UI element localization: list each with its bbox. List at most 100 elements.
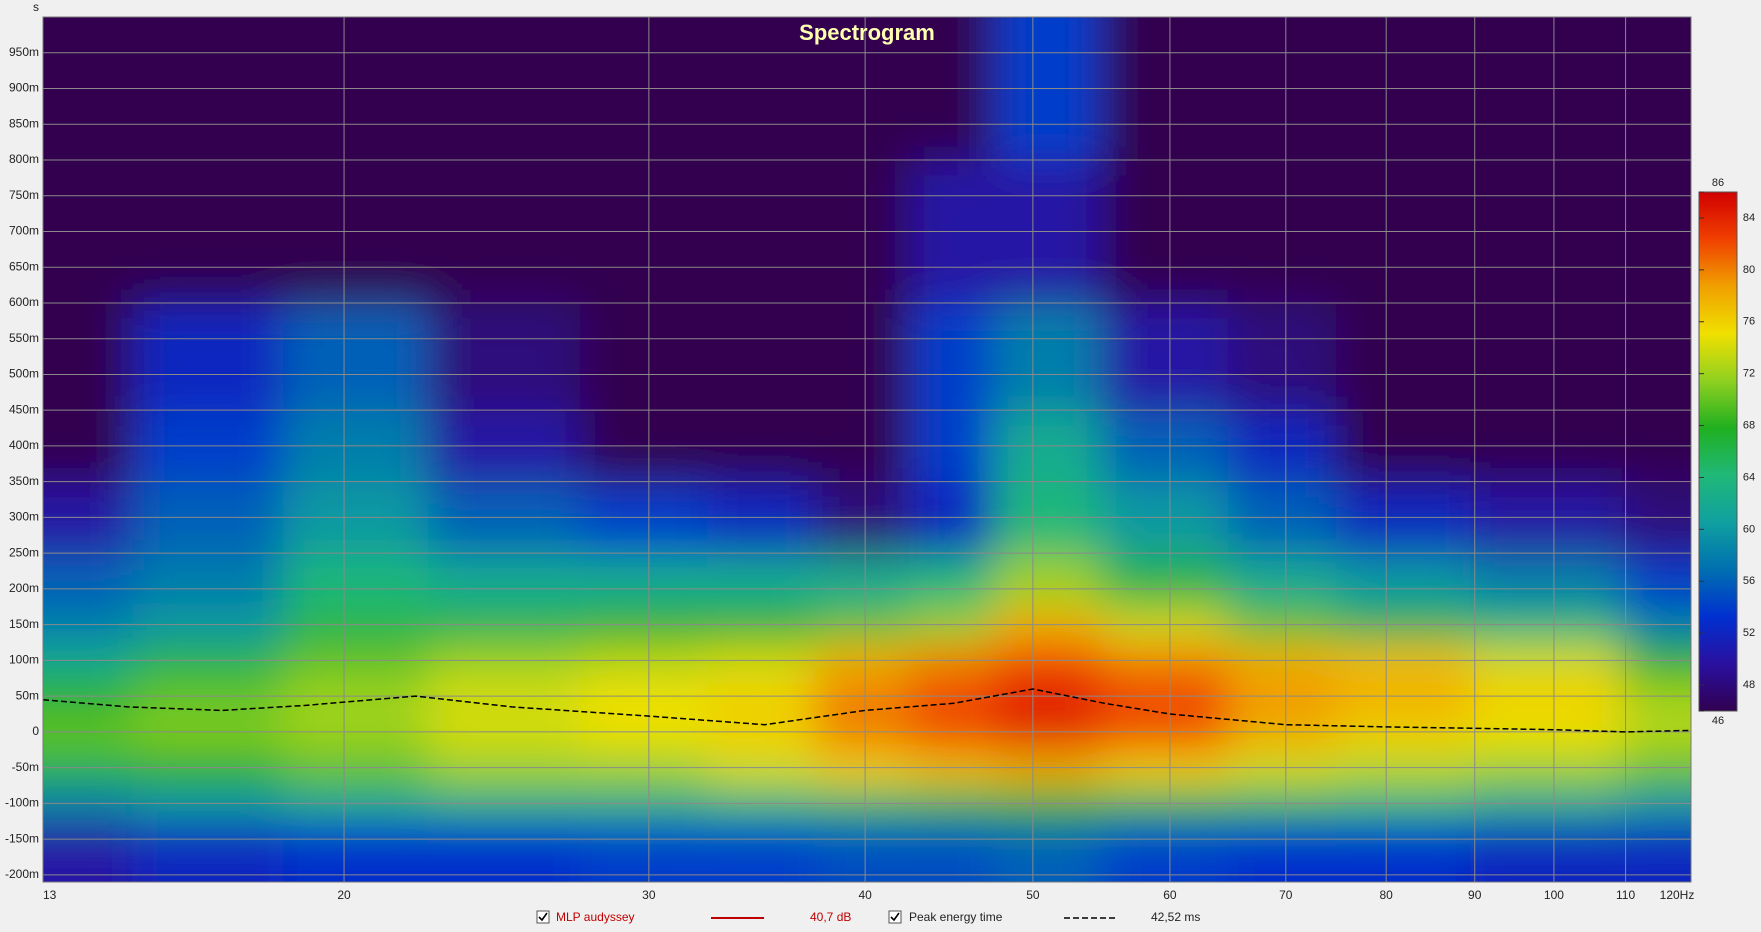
heat-cell [580,821,708,882]
checkbox[interactable] [888,910,902,924]
x-tick-label: 110 [1616,888,1635,902]
heat-cell [1336,302,1472,412]
colorbar-tick-label: 84 [1743,212,1755,224]
x-tick-label: 50 [1026,888,1040,902]
x-tick-label: 90 [1468,888,1482,902]
x-tick-label: 20 [337,888,351,902]
heat-cell [282,821,429,882]
heat-cell [1470,553,1624,608]
y-tick-label: 950m [9,45,39,59]
heat-cell [132,553,284,608]
y-tick-label: 500m [9,367,39,381]
x-tick-label: 70 [1279,888,1293,902]
checkbox[interactable] [536,910,550,924]
colorbar-tick-label: 68 [1743,419,1755,431]
y-tick-label: -150m [5,831,39,845]
y-tick-label: 200m [9,581,39,595]
heat-cell [1470,302,1624,412]
legend-value: 40,7 dB [810,910,851,924]
heat-cell [1227,553,1338,608]
heat-cell [1622,553,1691,608]
heat-cell [43,302,134,412]
y-tick-label: 750m [9,188,39,202]
heat-cell [1622,821,1691,882]
heat-cell [1101,553,1229,608]
heat-cell [1470,17,1624,161]
heat-cell [282,302,429,412]
heat-cell [993,17,1103,161]
y-tick-label: 100m [9,653,39,667]
heat-cell [1336,553,1472,608]
y-tick-label: 450m [9,402,39,416]
y-tick-label: 300m [9,510,39,524]
y-axis-label: s [33,0,39,14]
colorbar-tick-label: 46 [1712,715,1724,727]
colorbar-tick-label: 56 [1743,575,1755,587]
heat-cell [1101,17,1229,161]
heat-cell [1622,302,1691,412]
heat-cell [993,553,1103,608]
colorbar [1698,191,1738,712]
heat-cell [132,302,284,412]
peak-line [42,688,1692,733]
heat-cell [1227,17,1338,161]
heat-cell [1101,821,1229,882]
y-tick-label: 550m [9,331,39,345]
heat-cell [814,553,911,608]
check-mark [538,912,548,922]
y-tick-label: 250m [9,545,39,559]
heat-cell [706,553,816,608]
heat-cell [993,821,1103,882]
x-tick-label: 30 [642,888,656,902]
colorbar-tick-label: 64 [1743,471,1755,483]
x-tick-label: 60 [1163,888,1177,902]
y-tick-label: 50m [16,688,39,702]
x-tick-label: 40 [858,888,872,902]
heat-cell [580,553,708,608]
x-tick-label: 80 [1380,888,1394,902]
heat-cell [706,821,816,882]
heat-cell [132,17,284,161]
heat-cell [132,821,284,882]
y-tick-label: 850m [9,116,39,130]
colorbar-tick-label: 76 [1743,316,1755,328]
heat-cell [427,17,582,161]
y-tick-label: 900m [9,81,39,95]
heat-cell [814,302,911,412]
heat-cell [282,553,429,608]
y-tick-label: 150m [9,617,39,631]
heat-cell [43,553,134,608]
overlay [42,16,1692,883]
heat-cell [1101,302,1229,412]
heat-cell [706,302,816,412]
colorbar-tick-label: 48 [1743,679,1755,691]
heat-cell [427,821,582,882]
y-tick-label: -50m [12,760,39,774]
y-tick-label: -200m [5,867,39,881]
heat-cell [427,553,582,608]
y-tick-label: 700m [9,224,39,238]
plot-frame [42,16,1692,883]
heat-cell [1227,821,1338,882]
heat-cell [580,302,708,412]
heat-cell [580,17,708,161]
y-tick-label: 0 [32,724,39,738]
colorbar-tick-label: 60 [1743,523,1755,535]
colorbar-tick-label: 80 [1743,264,1755,276]
colorbar-tick-label: 72 [1743,368,1755,380]
y-tick-label: 650m [9,259,39,273]
heat-cell [1470,821,1624,882]
legend-value: 42,52 ms [1151,910,1200,924]
heat-cell [427,302,582,412]
x-tick-label: 100 [1544,888,1564,902]
legend-label: MLP audyssey [556,910,635,924]
colorbar-tick-label: 52 [1743,627,1755,639]
heat-cell [1336,821,1472,882]
y-tick-label: 600m [9,295,39,309]
heat-cell [814,821,911,882]
heat-cell [1227,302,1338,412]
x-tick-label: 120Hz [1660,888,1695,902]
